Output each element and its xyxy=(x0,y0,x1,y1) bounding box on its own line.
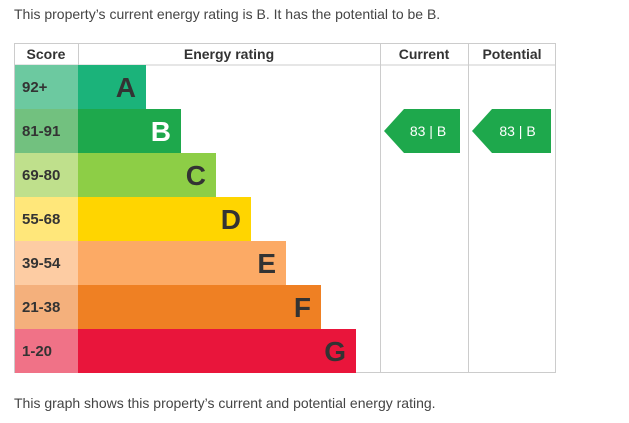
score-cell-f xyxy=(15,285,78,329)
score-cell-b xyxy=(15,109,78,153)
header-current: Current xyxy=(399,46,450,62)
score-cell-a xyxy=(15,65,78,109)
rating-bar-e xyxy=(78,241,286,285)
score-cell-g xyxy=(15,329,78,373)
header-score: Score xyxy=(27,46,66,62)
rating-bar-a xyxy=(78,65,146,109)
rating-bar-f xyxy=(78,285,321,329)
rating-bar-b xyxy=(78,109,181,153)
score-label-d: 55-68 xyxy=(22,211,60,228)
current-rating-arrow-label: 83 | B xyxy=(410,123,446,139)
rating-letter-c: C xyxy=(186,160,206,191)
intro-text: This property’s current energy rating is… xyxy=(14,6,441,22)
outro-text: This graph shows this property’s current… xyxy=(14,395,436,411)
rating-letter-d: D xyxy=(221,204,241,235)
rating-letter-g: G xyxy=(324,336,346,367)
potential-rating-arrow xyxy=(472,109,551,153)
rating-bar-c xyxy=(78,153,216,197)
score-cell-d xyxy=(15,197,78,241)
rating-bar-d xyxy=(78,197,251,241)
score-label-a: 92+ xyxy=(22,79,48,96)
score-label-c: 69-80 xyxy=(22,167,60,184)
header-potential: Potential xyxy=(482,46,541,62)
current-rating-arrow xyxy=(384,109,460,153)
score-cell-c xyxy=(15,153,78,197)
score-label-f: 21-38 xyxy=(22,299,60,316)
score-label-e: 39-54 xyxy=(22,255,61,272)
energy-rating-chart: 92+ A81-91 B69-80 C55-68 D39-54 E21-38 F1-20 G … xyxy=(14,43,556,373)
score-label-b: 81-91 xyxy=(22,123,60,140)
score-label-g: 1-20 xyxy=(22,343,52,360)
rating-letter-a: A xyxy=(116,72,136,103)
rating-letter-e: E xyxy=(257,248,276,279)
header-energy-rating: Energy rating xyxy=(184,46,274,62)
potential-rating-arrow-label: 83 | B xyxy=(499,123,535,139)
rating-letter-f: F xyxy=(294,292,311,323)
rating-bar-g xyxy=(78,329,356,373)
score-cell-e xyxy=(15,241,78,285)
rating-letter-b: B xyxy=(151,116,171,147)
